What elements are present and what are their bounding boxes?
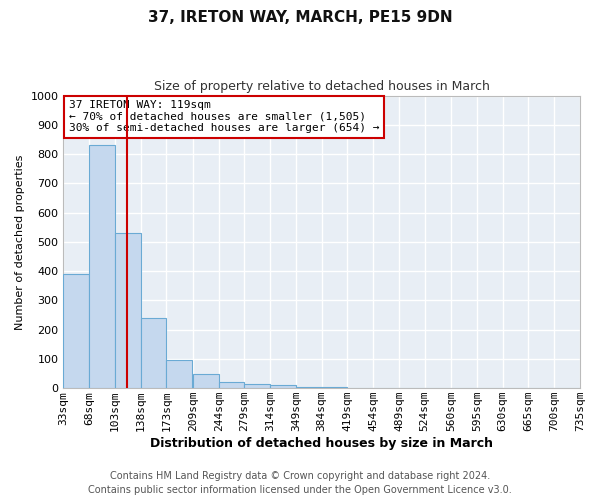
Bar bbox=[64, 274, 89, 388]
Bar bbox=[140, 318, 166, 388]
Bar bbox=[218, 382, 244, 388]
Bar bbox=[270, 385, 296, 388]
Bar bbox=[89, 146, 115, 388]
Bar bbox=[115, 233, 140, 388]
Y-axis label: Number of detached properties: Number of detached properties bbox=[15, 154, 25, 330]
Bar bbox=[296, 386, 322, 388]
Bar bbox=[193, 374, 218, 388]
Title: Size of property relative to detached houses in March: Size of property relative to detached ho… bbox=[154, 80, 490, 93]
Bar bbox=[166, 360, 192, 388]
Text: 37, IRETON WAY, MARCH, PE15 9DN: 37, IRETON WAY, MARCH, PE15 9DN bbox=[148, 10, 452, 25]
Text: 37 IRETON WAY: 119sqm
← 70% of detached houses are smaller (1,505)
30% of semi-d: 37 IRETON WAY: 119sqm ← 70% of detached … bbox=[68, 100, 379, 133]
X-axis label: Distribution of detached houses by size in March: Distribution of detached houses by size … bbox=[150, 437, 493, 450]
Text: Contains HM Land Registry data © Crown copyright and database right 2024.
Contai: Contains HM Land Registry data © Crown c… bbox=[88, 471, 512, 495]
Bar bbox=[244, 384, 270, 388]
